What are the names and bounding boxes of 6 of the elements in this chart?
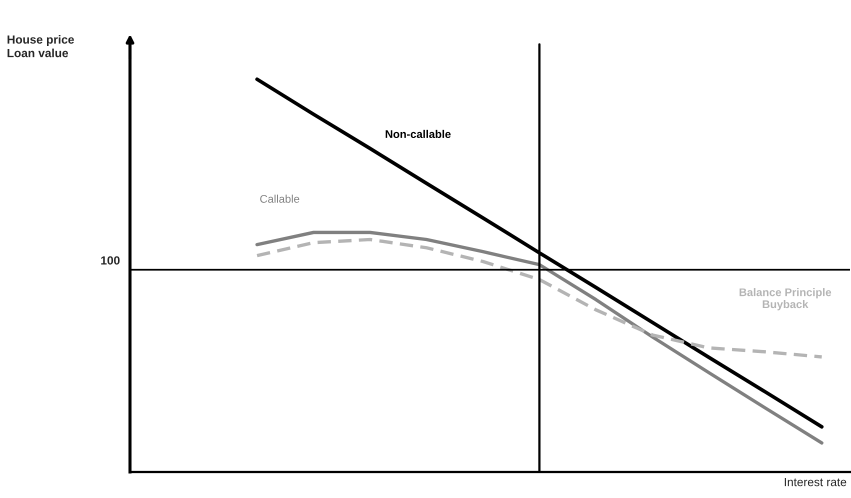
x-axis-title: Interest rate: [784, 478, 846, 486]
series-label: Non-callable: [386, 130, 451, 138]
text: Callable: [260, 194, 300, 203]
text: 100: [101, 256, 120, 265]
text: House price Loan value: [8, 35, 74, 58]
text: Balance Principle Buyback: [740, 288, 832, 310]
